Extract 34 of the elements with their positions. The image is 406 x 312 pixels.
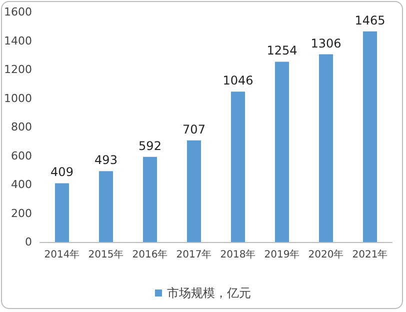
x-tick-label: 2019年 [264, 248, 300, 260]
x-tick-label: 2015年 [88, 248, 124, 260]
x-tick-label: 2020年 [308, 248, 344, 260]
data-label: 1046 [222, 74, 254, 88]
x-tick-label: 2018年 [220, 248, 256, 260]
y-tick-label: 400 [11, 178, 32, 191]
data-label: 707 [182, 122, 206, 136]
bar [143, 156, 157, 242]
x-tick-label: 2017年 [176, 248, 212, 260]
bar [187, 140, 201, 242]
bar [319, 54, 333, 242]
y-tick-label: 1600 [4, 6, 32, 18]
bar [363, 31, 377, 242]
data-label: 592 [138, 138, 162, 153]
data-label: 409 [50, 165, 74, 180]
bar [231, 92, 245, 242]
bar [55, 183, 69, 242]
data-label: 1306 [310, 36, 342, 50]
y-tick-label: 1200 [4, 63, 32, 76]
data-label: 493 [94, 153, 118, 168]
y-tick-label: 1000 [4, 92, 32, 105]
data-label: 1254 [266, 44, 298, 58]
y-tick-label: 0 [25, 236, 32, 248]
bar [275, 62, 289, 242]
y-tick-label: 200 [11, 206, 32, 220]
y-tick-label: 600 [11, 149, 32, 162]
bar [99, 171, 113, 242]
x-tick-label: 2021年 [352, 248, 388, 260]
legend-label: 市场规模，亿元 [167, 286, 251, 300]
x-tick-label: 2014年 [44, 248, 80, 260]
x-tick-label: 2016年 [132, 248, 168, 260]
y-tick-label: 800 [11, 120, 32, 134]
data-label: 1465 [354, 13, 386, 28]
y-tick-label: 1400 [4, 34, 32, 48]
